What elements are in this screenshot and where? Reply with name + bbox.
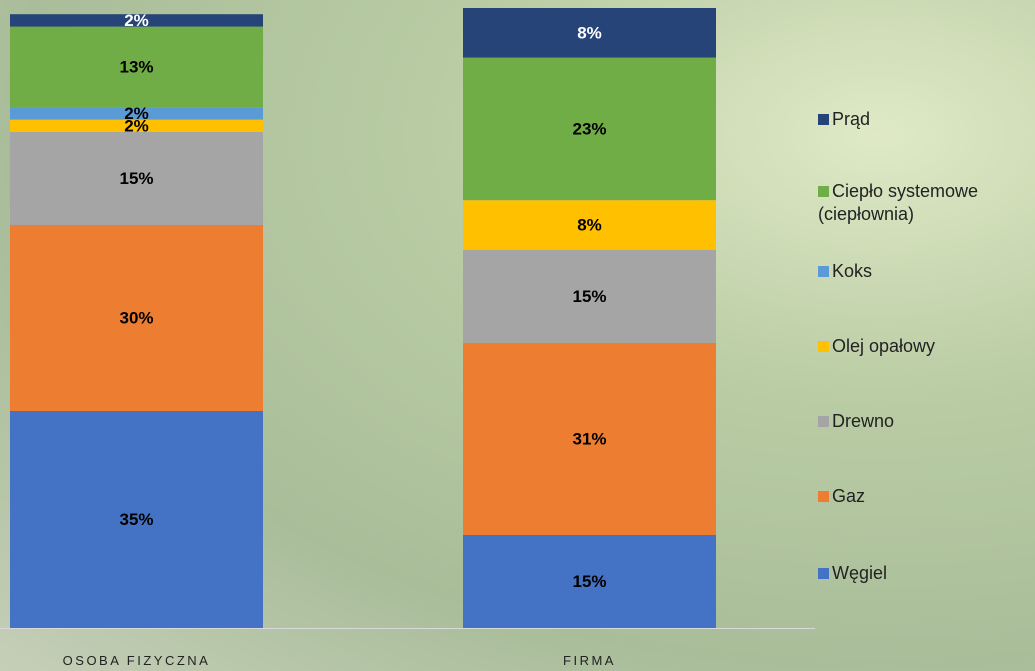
bar-segment: [10, 225, 263, 411]
bar-segment: [10, 14, 263, 27]
legend-entry: Węgiel: [818, 562, 1033, 585]
bar-segment: [463, 535, 716, 628]
data-label: 15%: [572, 572, 606, 591]
data-label: 15%: [119, 169, 153, 188]
bar-segment: [10, 132, 263, 225]
data-label: 2%: [124, 11, 149, 30]
bar-segment: [463, 200, 716, 250]
legend-entry: Drewno: [818, 410, 1033, 433]
x-tick-label: OSOBA FIZYCZNA: [63, 653, 211, 668]
legend-swatch: [818, 186, 829, 197]
legend-entry: Olej opałowy: [818, 335, 1033, 358]
legend-swatch: [818, 341, 829, 352]
legend-label: Węgiel: [832, 563, 888, 583]
bar-segment: [463, 57, 716, 201]
data-label: 31%: [572, 429, 606, 448]
data-label: 8%: [577, 23, 602, 42]
data-label: 23%: [572, 119, 606, 138]
legend-swatch: [818, 416, 829, 427]
legend-label: Koks: [832, 261, 873, 281]
data-label: 30%: [119, 308, 153, 327]
legend-entry: Gaz: [818, 485, 1033, 508]
bar-segment: [10, 107, 263, 120]
legend-entry: Ciepło systemowe (ciepłownia): [818, 180, 1033, 226]
legend-label: Prąd: [832, 109, 871, 129]
legend-label: Drewno: [832, 411, 895, 431]
legend-label: Olej opałowy: [832, 336, 936, 356]
legend-label: Gaz: [832, 486, 866, 506]
data-label: 2%: [124, 104, 149, 123]
bar-segment: [10, 26, 263, 108]
legend-entry: Prąd: [818, 108, 1033, 131]
legend-swatch: [818, 266, 829, 277]
data-label: 13%: [119, 57, 153, 76]
data-label: 8%: [577, 215, 602, 234]
data-label: 35%: [119, 510, 153, 529]
bar-segment: [10, 119, 263, 132]
data-label: 15%: [572, 287, 606, 306]
bar-segment: [463, 249, 716, 343]
bar-segment: [463, 342, 716, 535]
x-tick-label: FIRMA: [563, 653, 616, 668]
legend-swatch: [818, 568, 829, 579]
legend-label: Ciepło systemowe (ciepłownia): [818, 181, 979, 224]
legend-entry: Koks: [818, 260, 1033, 283]
legend-swatch: [818, 491, 829, 502]
legend-swatch: [818, 114, 829, 125]
data-label: 2%: [124, 116, 149, 135]
bar-segment: [10, 411, 263, 628]
bar-segment: [463, 8, 716, 58]
